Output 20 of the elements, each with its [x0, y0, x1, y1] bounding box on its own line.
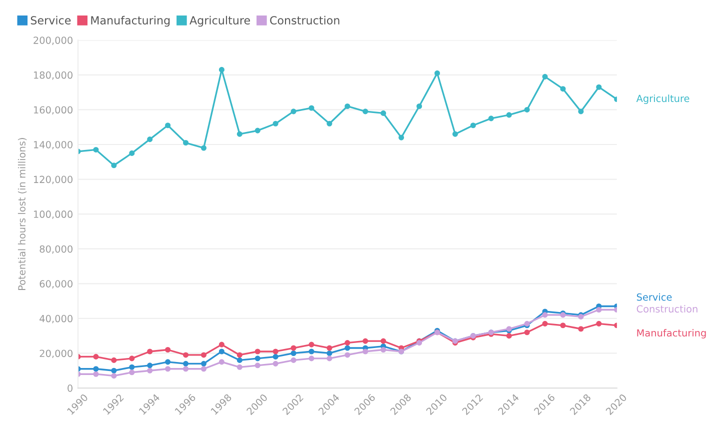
y-tick-label: 120,000	[34, 176, 72, 184]
y-tick-label: 60,000	[40, 280, 72, 288]
y-axis-title: Potential hours lost (in millions)	[18, 138, 27, 290]
text: Manufacturing	[637, 329, 706, 338]
legend-label: Construction	[270, 16, 340, 25]
text: Construction	[636, 305, 698, 313]
y-tick-label: 40,000	[40, 314, 72, 324]
y-tick-label: 80,000	[40, 245, 72, 254]
y-tick-label: 100,000	[34, 210, 72, 219]
y-tick-label: 180,000	[34, 71, 72, 80]
text: Service	[636, 293, 672, 301]
text: Agriculture	[636, 94, 690, 104]
y-tick-label: 0	[68, 384, 72, 392]
y-tick-label: 200,000	[34, 36, 72, 45]
legend-label: Service	[30, 16, 71, 25]
y-tick-label: 160,000	[34, 106, 72, 115]
legend-label: Manufacturing	[91, 16, 170, 27]
y-tick-label: 140,000	[34, 140, 72, 150]
y-tick-label: 20,000	[40, 350, 72, 358]
legend-label: Agriculture	[190, 16, 250, 27]
